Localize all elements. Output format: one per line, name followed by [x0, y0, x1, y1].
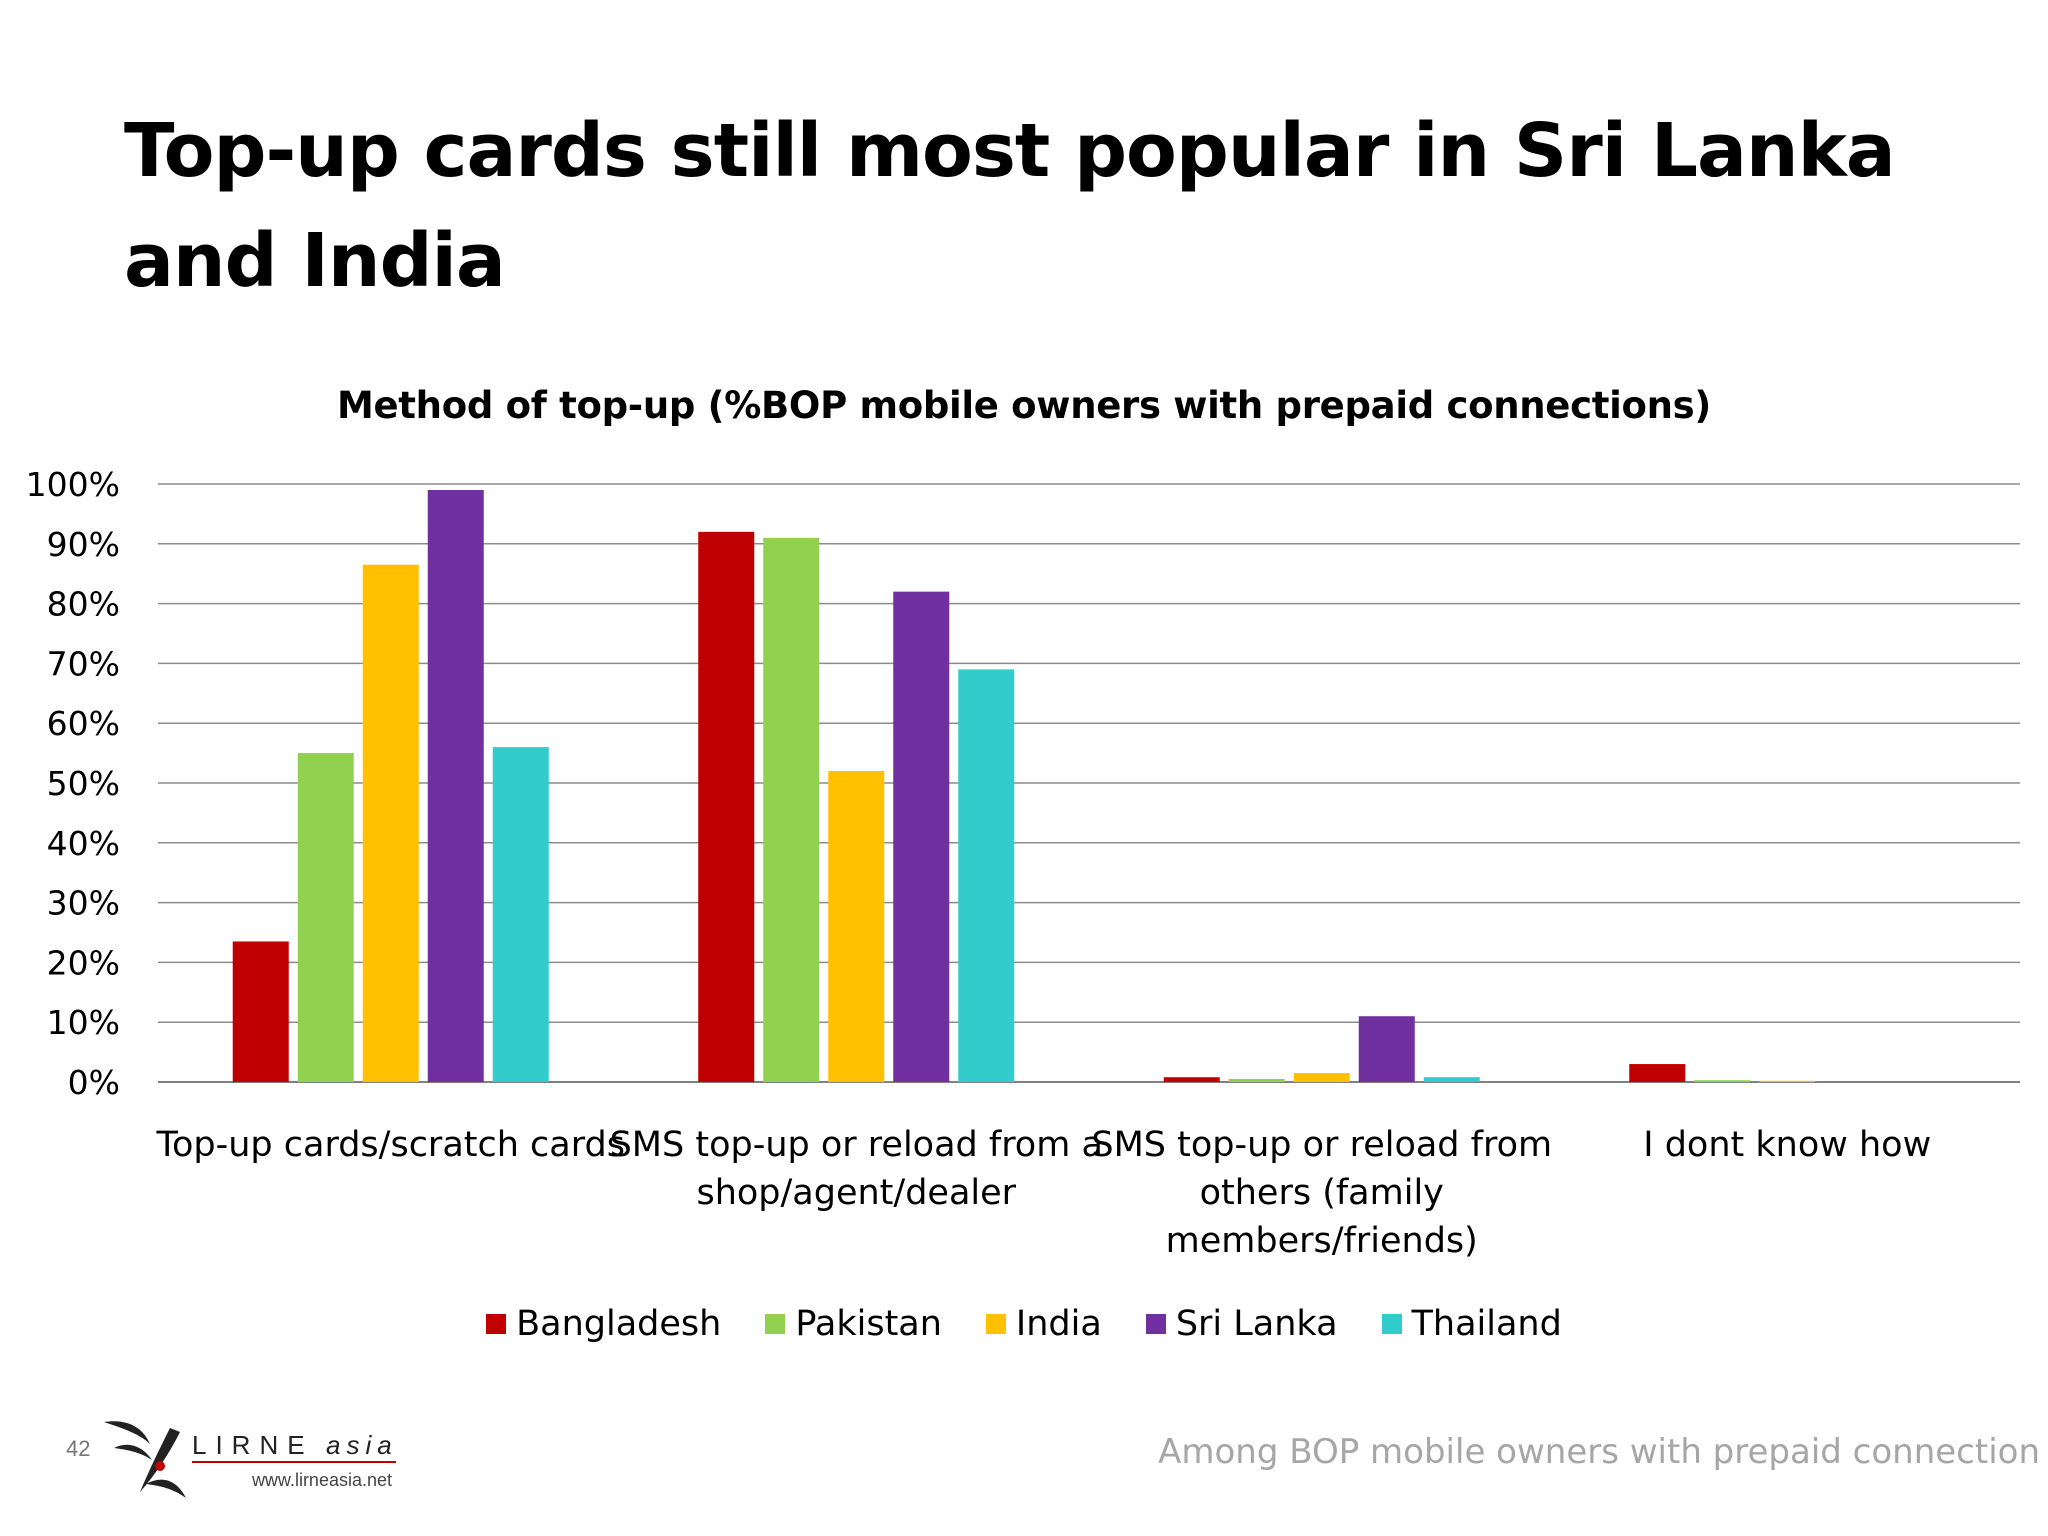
- y-tick-label: 80%: [47, 585, 120, 624]
- bar-pakistan: [1228, 1079, 1285, 1082]
- bar-india: [1759, 1080, 1816, 1082]
- chart-legend: Bangladesh Pakistan India Sri Lanka Thailand: [0, 1304, 2048, 1344]
- legend-swatch: [1145, 1314, 1166, 1334]
- legend-item: India: [985, 1304, 1102, 1344]
- svg-text:LIRNE: LIRNE: [192, 1430, 314, 1460]
- bar-thailand: [1423, 1077, 1480, 1082]
- bar-bangladesh: [1163, 1077, 1220, 1082]
- legend-swatch: [985, 1314, 1006, 1334]
- x-category-label: SMS top-up or reload from a shop/agent/de…: [610, 1125, 1103, 1213]
- y-tick-label: 60%: [47, 704, 120, 743]
- y-tick-label: 0%: [68, 1063, 120, 1102]
- legend-item: Pakistan: [765, 1304, 942, 1344]
- bar-india: [362, 564, 419, 1082]
- legend-item: Thailand: [1381, 1304, 1562, 1344]
- y-tick-label: 50%: [47, 764, 120, 803]
- y-tick-label: 30%: [47, 884, 120, 923]
- bar-thailand: [958, 669, 1015, 1082]
- bar-india: [1293, 1073, 1350, 1082]
- bar-bangladesh: [232, 941, 289, 1082]
- chart-title: Method of top-up (%BOP mobile owners wit…: [336, 384, 1712, 427]
- y-tick-label: 40%: [47, 824, 120, 863]
- footer-note: Among BOP mobile owners with prepaid con…: [1158, 1432, 2040, 1472]
- legend-label: India: [1015, 1304, 1102, 1344]
- y-tick-label: 100%: [26, 465, 120, 504]
- x-category-label: I dont know how: [1643, 1125, 1931, 1165]
- legend-swatch: [765, 1314, 786, 1334]
- y-tick-label: 70%: [47, 644, 120, 683]
- bar-sri-lanka: [1358, 1016, 1415, 1082]
- bar-pakistan: [297, 753, 354, 1082]
- bar-pakistan: [1694, 1080, 1751, 1082]
- legend-label: Thailand: [1411, 1304, 1562, 1344]
- y-tick-label: 10%: [47, 1003, 120, 1042]
- bar-pakistan: [763, 537, 820, 1082]
- bar-bangladesh: [1629, 1064, 1686, 1082]
- svg-text:asia: asia: [326, 1430, 398, 1460]
- x-category-label: Top-up cards/scratch cards: [156, 1125, 625, 1165]
- y-tick-label: 90%: [47, 525, 120, 564]
- bar-thailand: [492, 747, 549, 1082]
- lirneasia-logo: LIRNE asia www.lirneasia.net: [104, 1421, 398, 1498]
- bar-bangladesh: [698, 531, 755, 1082]
- legend-swatch: [1381, 1314, 1402, 1334]
- y-tick-label: 20%: [47, 943, 120, 982]
- bar-sri-lanka: [893, 591, 950, 1082]
- legend-swatch: [486, 1314, 507, 1334]
- legend-label: Sri Lanka: [1175, 1304, 1338, 1344]
- x-category-label: SMS top-up or reload from others (family m…: [1091, 1125, 1552, 1261]
- slide-title: Top-up cards still most popular in Sri L…: [124, 108, 1896, 304]
- svg-text:www.lirneasia.net: www.lirneasia.net: [251, 1470, 392, 1490]
- bar-sri-lanka: [427, 489, 484, 1083]
- legend-item: Sri Lanka: [1145, 1304, 1338, 1344]
- page-number: 42: [66, 1436, 91, 1461]
- legend-label: Pakistan: [795, 1304, 942, 1344]
- legend-item: Bangladesh: [486, 1304, 721, 1344]
- bar-india: [828, 771, 885, 1082]
- legend-label: Bangladesh: [516, 1304, 722, 1344]
